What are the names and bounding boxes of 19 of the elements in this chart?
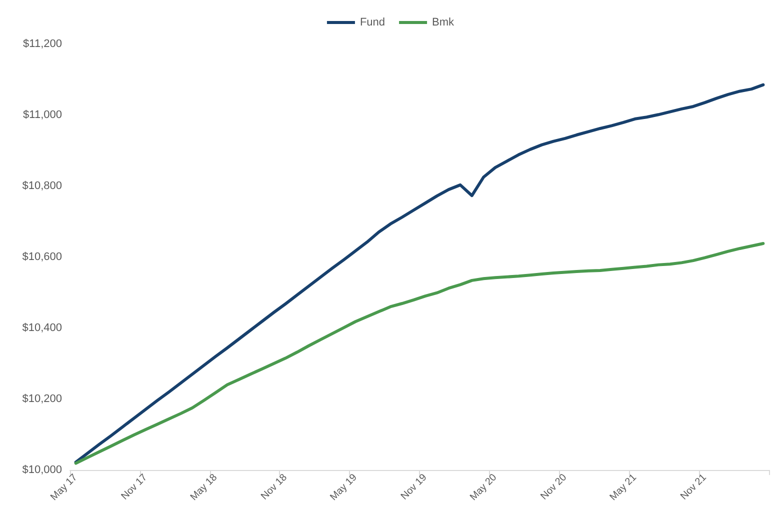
x-tick-label: May 21 (608, 472, 640, 504)
x-tick-label: Nov 20 (538, 472, 570, 502)
y-tick-label: $11,000 (23, 109, 62, 121)
line-series (74, 83, 765, 464)
y-tick-label: $10,400 (22, 322, 62, 334)
y-tick-label: $10,200 (22, 393, 62, 405)
y-tick-label: $11,200 (23, 38, 62, 50)
y-tick-label: $10,800 (22, 180, 62, 192)
x-tick-label: May 20 (468, 472, 500, 504)
line-series (74, 242, 765, 465)
legend-label: Fund (360, 16, 386, 28)
x-tick-label: Nov 19 (399, 472, 430, 502)
x-tick-label: May 18 (188, 472, 220, 504)
x-tick-label: Nov 18 (259, 472, 290, 502)
x-tick-label: Nov 21 (678, 472, 710, 502)
y-tick-label: $10,600 (22, 251, 62, 263)
x-tick-label: May 19 (328, 472, 360, 504)
x-tick-label: Nov 17 (119, 472, 150, 502)
legend-label: Bmk (432, 16, 455, 28)
